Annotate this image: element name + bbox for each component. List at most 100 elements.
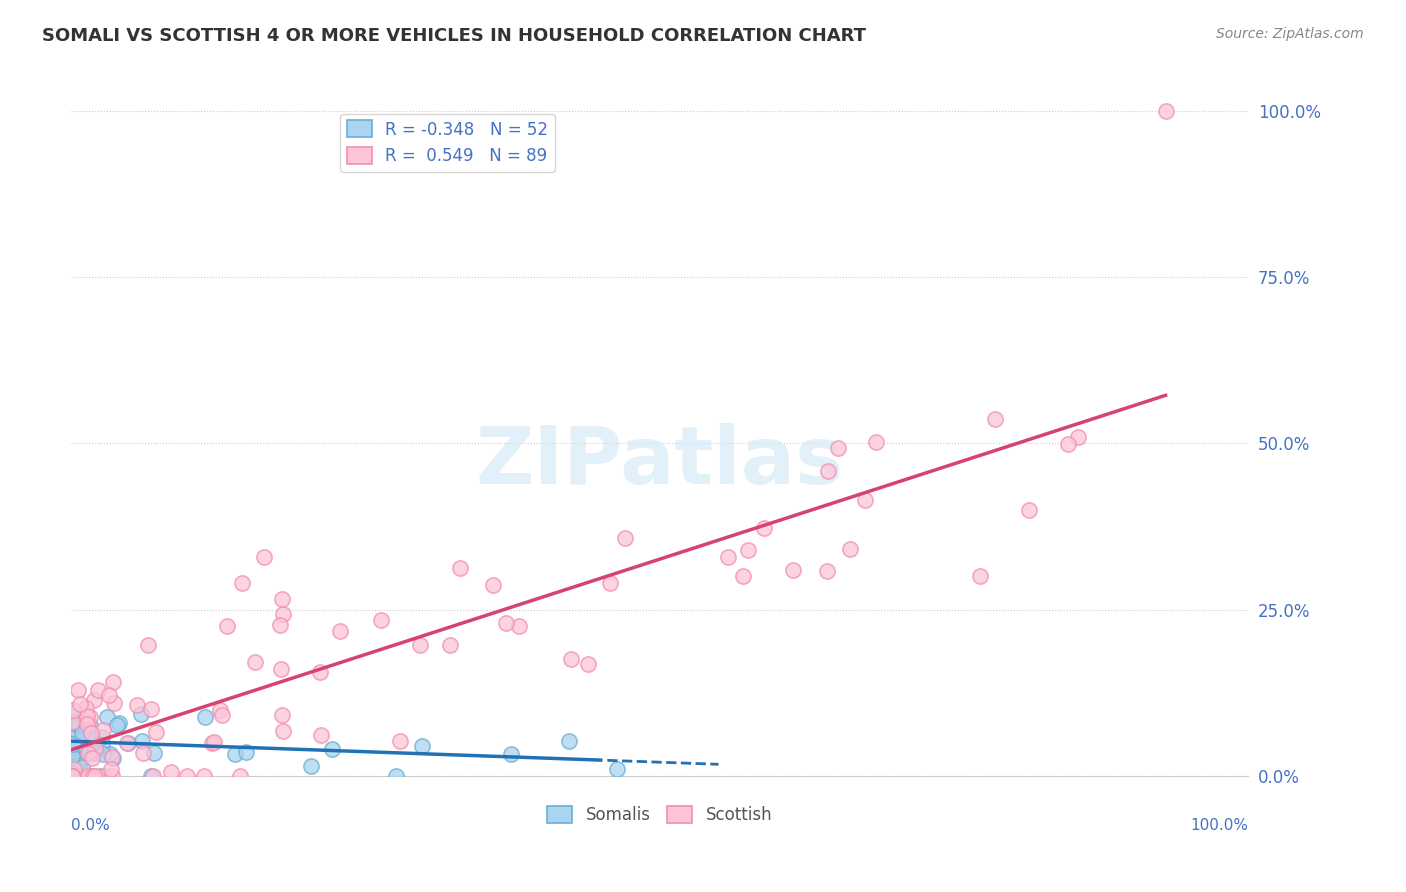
Point <box>228 769 250 783</box>
Point <box>76 709 98 723</box>
Point <box>77 716 100 731</box>
Legend: Somalis, Scottish: Somalis, Scottish <box>540 799 779 830</box>
Point <box>136 638 159 652</box>
Point <box>193 769 215 783</box>
Point <box>75 720 97 734</box>
Point <box>201 736 224 750</box>
Point <box>75 712 97 726</box>
Point <box>84 769 107 783</box>
Point <box>82 730 104 744</box>
Point <box>599 576 621 591</box>
Point <box>79 718 101 732</box>
Point <box>752 521 775 535</box>
Point <box>969 568 991 582</box>
Point <box>125 698 148 712</box>
Point <box>202 735 225 749</box>
Point <box>211 708 233 723</box>
Point <box>717 550 740 565</box>
Point <box>495 616 517 631</box>
Point <box>63 739 86 754</box>
Point <box>131 747 153 761</box>
Point <box>271 708 294 723</box>
Point <box>271 723 294 738</box>
Point <box>815 564 838 578</box>
Point <box>145 724 167 739</box>
Point <box>62 703 84 717</box>
Point <box>1154 103 1177 118</box>
Point <box>160 764 183 779</box>
Point <box>576 657 599 671</box>
Point <box>62 769 84 783</box>
Point <box>66 723 89 738</box>
Point <box>329 624 352 638</box>
Point <box>65 715 87 730</box>
Point <box>224 747 246 761</box>
Point <box>63 762 86 776</box>
Point <box>139 702 162 716</box>
Point <box>65 717 87 731</box>
Point <box>231 575 253 590</box>
Point <box>69 753 91 767</box>
Point <box>82 769 104 783</box>
Point <box>103 696 125 710</box>
Point <box>1018 503 1040 517</box>
Point <box>83 693 105 707</box>
Point <box>782 564 804 578</box>
Point <box>321 741 343 756</box>
Point <box>103 675 125 690</box>
Point <box>508 618 530 632</box>
Point <box>65 738 87 752</box>
Point <box>270 662 292 676</box>
Point <box>77 742 100 756</box>
Point <box>142 746 165 760</box>
Point <box>76 769 98 783</box>
Point <box>105 718 128 732</box>
Point <box>82 729 104 743</box>
Point <box>194 710 217 724</box>
Point <box>142 769 165 783</box>
Point <box>60 730 83 744</box>
Point <box>83 769 105 783</box>
Point <box>80 726 103 740</box>
Point <box>560 651 582 665</box>
Point <box>439 638 461 652</box>
Text: Source: ZipAtlas.com: Source: ZipAtlas.com <box>1216 27 1364 41</box>
Point <box>67 716 90 731</box>
Point <box>606 762 628 776</box>
Point <box>82 751 104 765</box>
Point <box>253 550 276 565</box>
Point <box>731 569 754 583</box>
Point <box>65 750 87 764</box>
Point <box>62 769 84 783</box>
Point <box>79 710 101 724</box>
Point <box>117 736 139 750</box>
Point <box>100 769 122 783</box>
Point <box>235 745 257 759</box>
Point <box>98 747 121 761</box>
Point <box>67 683 90 698</box>
Point <box>409 638 432 652</box>
Point <box>100 762 122 776</box>
Point <box>1067 430 1090 444</box>
Point <box>96 710 118 724</box>
Point <box>271 607 294 621</box>
Point <box>389 733 412 747</box>
Point <box>1057 437 1080 451</box>
Point <box>60 714 83 729</box>
Point <box>839 542 862 557</box>
Point <box>67 758 90 772</box>
Point <box>309 727 332 741</box>
Point <box>139 769 162 783</box>
Point <box>89 769 111 783</box>
Point <box>558 733 581 747</box>
Point <box>62 745 84 759</box>
Point <box>299 759 322 773</box>
Point <box>614 531 637 545</box>
Point <box>107 716 129 731</box>
Point <box>82 742 104 756</box>
Point <box>77 746 100 760</box>
Point <box>73 730 96 744</box>
Point <box>129 706 152 721</box>
Point <box>93 769 115 783</box>
Point <box>482 578 505 592</box>
